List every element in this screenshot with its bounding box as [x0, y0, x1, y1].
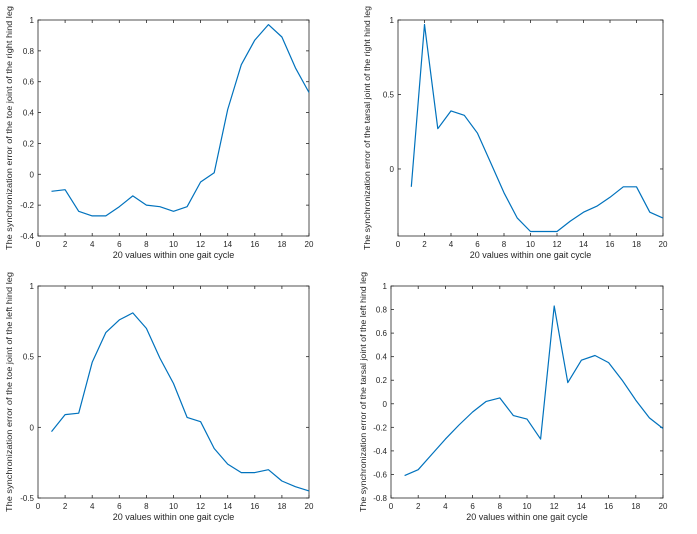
y-tick-label: -0.2	[20, 201, 34, 210]
x-tick-label: 16	[604, 502, 613, 511]
y-axis-label: The synchronization error of the tarsal …	[363, 6, 372, 250]
x-axis-label: 20 values within one gait cycle	[466, 512, 588, 522]
x-tick-label: 6	[470, 502, 475, 511]
series-line	[404, 305, 664, 477]
y-axis-label: The synchronization error of the toe joi…	[5, 272, 14, 512]
x-tick-label: 0	[36, 502, 41, 511]
y-tick-label: 0.4	[23, 109, 35, 118]
x-axis-label: 20 values within one gait cycle	[113, 512, 235, 522]
x-tick-label: 10	[523, 502, 532, 511]
y-tick-label: 0.2	[376, 376, 388, 385]
x-tick-label: 10	[169, 502, 178, 511]
x-tick-label: 18	[277, 502, 286, 511]
x-tick-label: 12	[196, 502, 205, 511]
x-tick-label: 14	[223, 502, 232, 511]
y-tick-label: 0.2	[23, 139, 35, 148]
y-tick-label: -0.6	[373, 470, 387, 479]
x-tick-label: 0	[396, 240, 401, 249]
x-tick-label: 0	[389, 502, 394, 511]
y-axis-label: The synchronization error of the tarsal …	[359, 272, 368, 512]
y-tick-label: 0.8	[376, 306, 388, 315]
x-tick-label: 12	[196, 240, 205, 249]
x-tick-label: 4	[443, 502, 448, 511]
y-tick-label: -0.2	[373, 423, 387, 432]
y-tick-label: 1	[383, 282, 388, 291]
x-tick-label: 4	[90, 240, 95, 249]
y-tick-label: 0.5	[23, 353, 35, 362]
chart-top-right: 0 2 4 6 8 10 12 14 16 18 20 0 0.5 1 20 values within o…	[363, 6, 668, 260]
x-tick-label: 10	[169, 240, 178, 249]
x-tick-label: 20	[659, 502, 668, 511]
x-tick-label: 16	[250, 240, 259, 249]
y-tick-label: 0	[383, 400, 388, 409]
x-tick-label: 20	[305, 240, 314, 249]
y-tick-label: -0.4	[20, 232, 34, 241]
x-tick-label: 6	[475, 240, 480, 249]
y-tick-label: -0.5	[20, 494, 34, 503]
y-tick-label: 0.6	[23, 78, 35, 87]
y-axis-label: The synchronization error of the toe joi…	[5, 6, 14, 250]
y-tick-label: 0.5	[383, 90, 395, 99]
x-axis-label: 20 values within one gait cycle	[470, 250, 592, 260]
y-tick-label: 0	[30, 423, 35, 432]
y-tick-label: 0	[30, 170, 35, 179]
x-tick-label: 20	[659, 240, 668, 249]
x-tick-label: 6	[117, 240, 122, 249]
y-tick-label: 0	[390, 165, 395, 174]
x-tick-label: 18	[277, 240, 286, 249]
y-tick-label: 0.4	[376, 353, 388, 362]
x-tick-label: 8	[144, 240, 149, 249]
y-tick-label: 1	[390, 16, 395, 25]
chart-top-left: 0 2 4 6 8 10 12 14 16 18 20 -0.4 -0.2 0 0.2 0.4 0.6 0.8 1 2…	[5, 6, 314, 260]
x-tick-label: 8	[144, 502, 149, 511]
series-line	[51, 312, 310, 492]
x-tick-label: 4	[449, 240, 454, 249]
x-tick-label: 8	[498, 502, 503, 511]
x-tick-label: 6	[117, 502, 122, 511]
y-tick-label: 0.6	[376, 329, 388, 338]
x-tick-label: 8	[502, 240, 507, 249]
y-tick-label: -0.4	[373, 447, 387, 456]
chart-bottom-right: 0 2 4 6 8 10 12 14 16 18 20 -0.8 -0.6 -0.4 -0.2 0 0.2 0.4…	[359, 272, 668, 522]
y-tick-label: 1	[30, 16, 35, 25]
series-line	[410, 23, 664, 233]
x-tick-label: 14	[579, 240, 588, 249]
x-axis-label: 20 values within one gait cycle	[113, 250, 235, 260]
y-tick-label: 0.8	[23, 47, 35, 56]
x-tick-label: 20	[305, 502, 314, 511]
x-tick-label: 16	[250, 502, 259, 511]
y-tick-label: -0.8	[373, 494, 387, 503]
x-tick-label: 14	[577, 502, 586, 511]
x-tick-label: 12	[553, 240, 562, 249]
x-tick-label: 2	[63, 240, 68, 249]
x-tick-label: 2	[63, 502, 68, 511]
y-tick-label: 1	[30, 282, 35, 291]
x-tick-label: 14	[223, 240, 232, 249]
x-tick-label: 0	[36, 240, 41, 249]
x-tick-label: 16	[606, 240, 615, 249]
x-tick-label: 10	[526, 240, 535, 249]
x-tick-label: 4	[90, 502, 95, 511]
series-line	[51, 24, 310, 217]
x-tick-label: 12	[550, 502, 559, 511]
x-tick-label: 2	[422, 240, 427, 249]
x-tick-label: 18	[631, 502, 640, 511]
x-tick-label: 2	[416, 502, 421, 511]
x-tick-label: 18	[632, 240, 641, 249]
